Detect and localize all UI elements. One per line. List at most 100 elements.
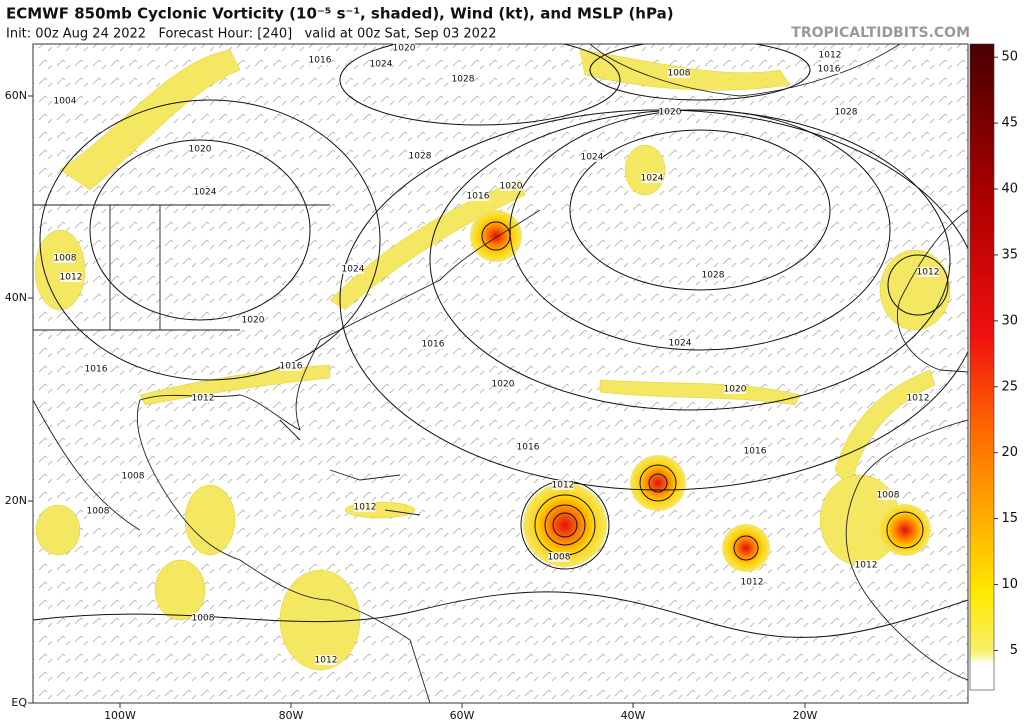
- lat-label: 20N: [5, 494, 27, 507]
- isobar-label-bg: [877, 490, 899, 500]
- isobar-label-bg: [744, 446, 766, 456]
- lat-label: EQ: [11, 696, 27, 709]
- isobar-label-bg: [724, 384, 746, 394]
- isobar-label: 1008: [192, 614, 215, 624]
- isobar-label: 1008: [87, 507, 110, 517]
- colorbar-tick-label: 30: [1001, 313, 1018, 328]
- isobar-label: 1012: [354, 503, 377, 513]
- isobar-label-bg: [393, 43, 415, 53]
- isobar-label: 1012: [907, 394, 930, 404]
- isobar-label-bg: [85, 364, 107, 374]
- isobar-label-bg: [315, 655, 337, 665]
- isobar-label-bg: [370, 59, 392, 69]
- map: [33, 44, 968, 703]
- isobar-label-bg: [492, 379, 514, 389]
- isobar-label: 1028: [702, 271, 725, 281]
- isobar-label: 1012: [552, 481, 575, 491]
- isobar-label: 1020: [500, 182, 523, 192]
- isobar-label: 1020: [659, 108, 682, 118]
- isobar-label: 1008: [548, 553, 571, 563]
- isobar-label-bg: [192, 613, 214, 623]
- isobar-label-bg: [917, 267, 939, 277]
- colorbar-tick-label: 50: [1001, 50, 1018, 65]
- lat-label: 40N: [5, 291, 27, 304]
- isobar-label-bg: [189, 144, 211, 154]
- isobar-label-bg: [409, 151, 431, 161]
- isobar-label-bg: [548, 552, 570, 562]
- colorbar-tick-label: 40: [1001, 182, 1018, 197]
- isobar-label-bg: [192, 393, 214, 403]
- isobar-label-bg: [659, 107, 681, 117]
- title: ECMWF 850mb Cyclonic Vorticity (10⁻⁵ s⁻¹…: [6, 5, 674, 23]
- isobar-label-bg: [280, 361, 302, 371]
- isobar-label: 1012: [192, 394, 215, 404]
- isobar-label-bg: [818, 64, 840, 74]
- isobar-label-bg: [194, 187, 216, 197]
- isobar-label: 1016: [422, 340, 445, 350]
- isobar-label: 1016: [818, 65, 841, 75]
- colorbar-tick-label: 20: [1001, 445, 1018, 460]
- isobar-label: 1024: [194, 188, 217, 198]
- isobar-label-bg: [452, 74, 474, 84]
- isobar-label: 1008: [668, 69, 691, 79]
- isobar-label-bg: [122, 471, 144, 481]
- isobar-label: 1016: [280, 362, 303, 372]
- isobar-label-bg: [467, 191, 489, 201]
- isobar-label-bg: [242, 315, 264, 325]
- isobar-label-bg: [87, 506, 109, 516]
- isobar-label-bg: [552, 480, 574, 490]
- isobar-label: 1012: [315, 656, 338, 666]
- isobar-label-bg: [668, 68, 690, 78]
- isobar-label: 1024: [669, 339, 692, 349]
- isobar-label: 1016: [309, 56, 332, 66]
- isobar-label-bg: [500, 181, 522, 191]
- isobar-label-bg: [641, 173, 663, 183]
- lon-label: 100W: [104, 709, 136, 722]
- colorbar-tick-label: 35: [1001, 247, 1018, 262]
- isobar-label: 1008: [54, 254, 77, 264]
- isobar-label: 1008: [122, 472, 145, 482]
- isobar-label-bg: [907, 393, 929, 403]
- colorbar-tick-label: 5: [1010, 643, 1018, 658]
- lat-label: 60N: [5, 89, 27, 102]
- subtitle: Init: 00z Aug 24 2022 Forecast Hour: [24…: [6, 27, 497, 42]
- isobar-label-bg: [342, 264, 364, 274]
- map-frame: [32, 43, 969, 704]
- isobar-label-bg: [581, 152, 603, 162]
- isobar-label: 1024: [641, 174, 664, 184]
- isobar-label: 1008: [877, 491, 900, 501]
- isobar-label: 1028: [452, 75, 475, 85]
- isobar-label: 1012: [60, 273, 83, 283]
- isobar-label-bg: [354, 502, 376, 512]
- isobar-label: 1012: [917, 268, 940, 278]
- isobar-label: 1016: [744, 447, 767, 457]
- isobar-label: 1028: [835, 108, 858, 118]
- isobar-label-bg: [54, 253, 76, 263]
- isobar-label: 1016: [467, 192, 490, 202]
- lon-label: 40W: [621, 709, 646, 722]
- isobar-label: 1016: [517, 443, 540, 453]
- isobar-label: 1016: [85, 365, 108, 375]
- isobar-label-bg: [835, 107, 857, 117]
- isobar-label: 1012: [819, 51, 842, 61]
- isobar-label-bg: [855, 560, 877, 570]
- isobar-label-bg: [517, 442, 539, 452]
- colorbar: [969, 43, 995, 691]
- lon-label: 60W: [450, 709, 475, 722]
- isobar-label-bg: [422, 339, 444, 349]
- colorbar-tick-label: 10: [1001, 577, 1018, 592]
- lon-label: 20W: [793, 709, 818, 722]
- isobar-label: 1024: [370, 60, 393, 70]
- isobar-label: 1020: [242, 316, 265, 326]
- isobar-label: 1028: [409, 152, 432, 162]
- lon-label: 80W: [279, 709, 304, 722]
- site-label: TROPICALTIDBITS.COM: [791, 25, 970, 41]
- colorbar-tick-label: 15: [1001, 511, 1018, 526]
- isobar-label-bg: [669, 338, 691, 348]
- isobar-label-bg: [819, 50, 841, 60]
- isobar-label: 1020: [189, 145, 212, 155]
- isobar-label: 1004: [54, 97, 77, 107]
- isobar-label-bg: [741, 577, 763, 587]
- isobar-label: 1020: [492, 380, 515, 390]
